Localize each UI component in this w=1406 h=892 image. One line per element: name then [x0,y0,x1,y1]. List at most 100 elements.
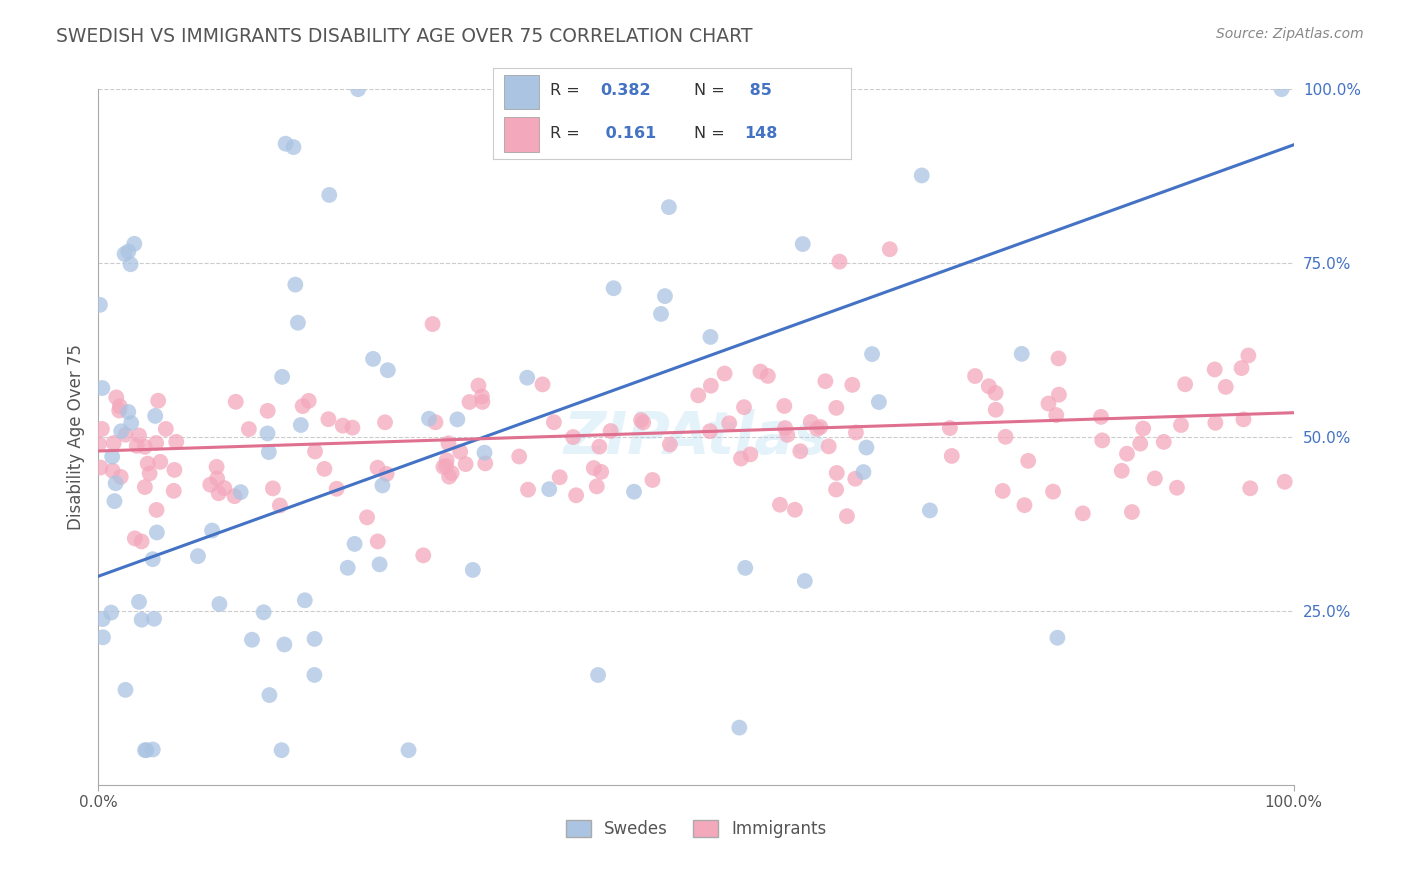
Point [1153,434,1175,449]
Point [1170,417,1192,432]
Point [304,632,326,646]
Point [371,478,394,492]
Point [214,481,236,495]
Point [769,498,792,512]
Point [418,411,440,425]
Point [446,412,468,426]
Point [1132,421,1154,435]
Point [531,377,554,392]
Point [1230,361,1253,376]
Point [585,479,607,493]
Point [994,430,1017,444]
Point [471,389,494,403]
Point [688,388,710,402]
Point [1038,396,1060,410]
Point [128,428,150,442]
Point [740,447,762,461]
Point [117,405,139,419]
Point [844,472,866,486]
Point [361,351,384,366]
Point [562,430,585,444]
Point [101,464,124,478]
Point [538,482,561,496]
Text: Source: ZipAtlas.com: Source: ZipAtlas.com [1216,27,1364,41]
Point [274,136,297,151]
Point [425,415,447,429]
Point [143,409,166,423]
Point [283,140,305,154]
Point [291,399,314,413]
Point [1090,409,1112,424]
Point [586,668,609,682]
Point [658,437,681,451]
Point [145,436,167,450]
Point [734,561,756,575]
Point [756,368,779,383]
Point [165,434,187,449]
Point [342,420,364,434]
Point [120,257,142,271]
Point [155,422,177,436]
Point [143,612,166,626]
Point [1129,436,1152,450]
Point [623,484,645,499]
Point [284,277,307,292]
Point [163,483,186,498]
Point [318,412,340,426]
Point [458,395,481,409]
Point [270,743,292,757]
Point [1215,380,1237,394]
Point [437,469,460,483]
Point [474,456,496,470]
Point [347,82,370,96]
Point [136,457,159,471]
Point [105,390,128,404]
Point [437,436,460,450]
Point [543,415,565,429]
Point [142,742,165,756]
Point [825,483,848,497]
Point [103,436,125,450]
Point [1046,631,1069,645]
Point [517,483,540,497]
Point [508,450,530,464]
Point [432,459,454,474]
Point [398,743,420,757]
Point [108,403,131,417]
Point [749,365,772,379]
Point [298,393,321,408]
Point [187,549,209,563]
Point [200,477,222,491]
Point [256,426,278,441]
Point [792,237,814,252]
Point [730,451,752,466]
Point [852,465,875,479]
Point [1111,464,1133,478]
Point [1232,412,1254,426]
Point [1204,416,1226,430]
Point [991,483,1014,498]
Point [654,289,676,303]
Point [548,470,571,484]
Point [855,441,877,455]
Point [205,471,228,485]
Point [273,637,295,651]
Point [367,460,389,475]
Point [367,534,389,549]
Point [89,460,111,475]
Point [825,401,848,415]
Point [87,437,110,451]
Point [941,449,963,463]
Point [314,462,336,476]
Point [142,552,165,566]
Point [817,439,839,453]
Point [205,459,228,474]
Point [110,470,132,484]
Point [699,330,721,344]
Point [454,457,477,471]
Point [602,281,624,295]
Point [120,416,142,430]
Point [825,466,848,480]
Point [374,415,396,429]
Point [125,439,148,453]
